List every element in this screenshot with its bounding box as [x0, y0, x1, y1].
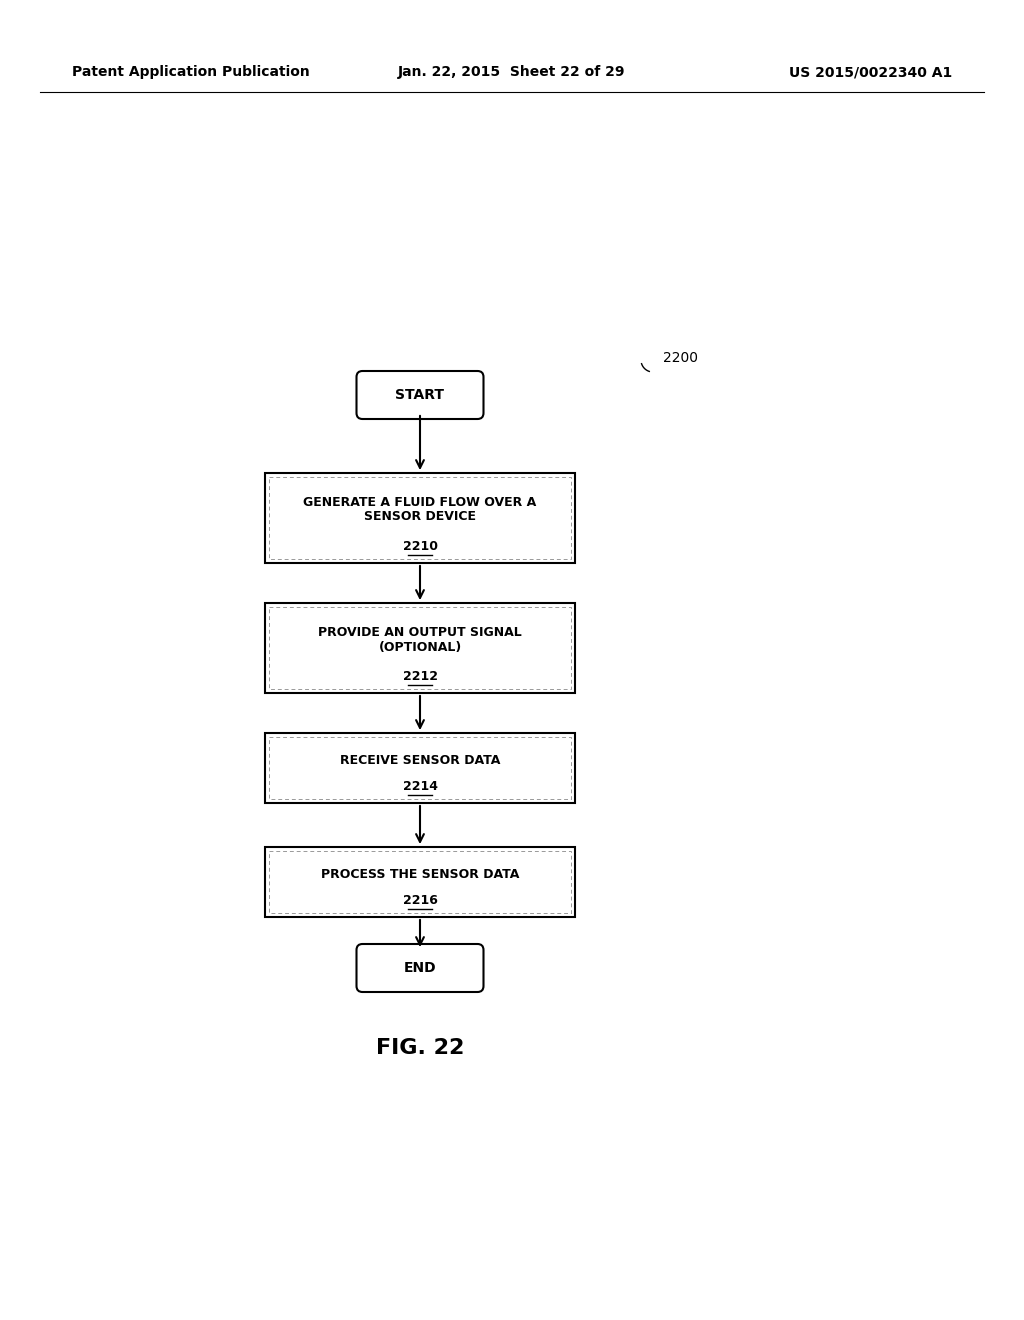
- Text: 2212: 2212: [402, 671, 437, 684]
- Bar: [265, 733, 575, 803]
- Text: SENSOR DEVICE: SENSOR DEVICE: [364, 511, 476, 524]
- Text: START: START: [395, 388, 444, 403]
- Text: RECEIVE SENSOR DATA: RECEIVE SENSOR DATA: [340, 754, 500, 767]
- Text: US 2015/0022340 A1: US 2015/0022340 A1: [788, 65, 952, 79]
- Bar: [269, 607, 571, 689]
- Bar: [269, 477, 571, 558]
- Text: GENERATE A FLUID FLOW OVER A: GENERATE A FLUID FLOW OVER A: [303, 496, 537, 510]
- Bar: [269, 851, 571, 913]
- Text: END: END: [403, 961, 436, 975]
- Bar: [265, 603, 575, 693]
- Text: 2216: 2216: [402, 895, 437, 908]
- Text: (OPTIONAL): (OPTIONAL): [379, 640, 462, 653]
- Bar: [269, 737, 571, 799]
- Text: PROVIDE AN OUTPUT SIGNAL: PROVIDE AN OUTPUT SIGNAL: [318, 627, 522, 639]
- Bar: [265, 473, 575, 564]
- Text: 2210: 2210: [402, 540, 437, 553]
- Text: PROCESS THE SENSOR DATA: PROCESS THE SENSOR DATA: [321, 867, 519, 880]
- Bar: [265, 847, 575, 917]
- FancyBboxPatch shape: [356, 944, 483, 993]
- Text: FIG. 22: FIG. 22: [376, 1038, 464, 1059]
- Text: Jan. 22, 2015  Sheet 22 of 29: Jan. 22, 2015 Sheet 22 of 29: [398, 65, 626, 79]
- Text: 2214: 2214: [402, 780, 437, 793]
- Text: 2200: 2200: [663, 351, 698, 366]
- Text: Patent Application Publication: Patent Application Publication: [72, 65, 309, 79]
- FancyBboxPatch shape: [356, 371, 483, 418]
